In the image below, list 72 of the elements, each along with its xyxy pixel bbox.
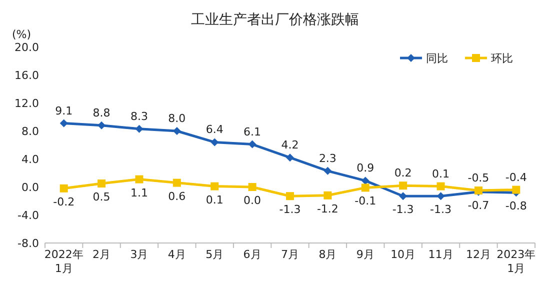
x-tick-label: 10月 <box>390 248 416 261</box>
point <box>361 184 370 192</box>
y-tick-label: -8.0 <box>18 237 39 250</box>
data-label: 0.5 <box>92 190 110 204</box>
point <box>210 182 219 190</box>
data-label: -0.2 <box>53 195 75 208</box>
data-label: 0.1 <box>432 167 450 180</box>
point <box>436 192 445 200</box>
x-tick-label: 4月 <box>168 248 186 261</box>
point <box>98 121 106 130</box>
data-label: 6.1 <box>244 125 262 138</box>
point <box>172 178 181 187</box>
data-label: 1.1 <box>130 186 148 200</box>
data-label: -0.1 <box>354 194 376 208</box>
data-label: 9.1 <box>55 104 73 118</box>
data-label: 6.4 <box>206 123 224 136</box>
point <box>135 124 144 133</box>
data-label: -1.3 <box>392 203 414 216</box>
point <box>286 192 294 200</box>
data-label: 4.2 <box>281 138 299 152</box>
point <box>286 154 294 162</box>
data-label: 8.8 <box>92 106 110 120</box>
data-label: -0.8 <box>505 200 527 213</box>
point <box>399 182 408 190</box>
x-tick-label: 6月 <box>243 248 262 261</box>
legend-label: 同比 <box>426 52 448 65</box>
y-tick-label: 12.0 <box>14 97 39 110</box>
legend-label: 环比 <box>491 52 513 65</box>
x-tick-label: 7月 <box>281 248 299 261</box>
x-tick-label: 2月 <box>92 248 111 261</box>
x-tick-label: 8月 <box>318 248 337 261</box>
point <box>361 176 370 185</box>
data-label: 0.9 <box>356 162 374 175</box>
point <box>324 191 332 200</box>
data-label: -1.2 <box>316 202 338 216</box>
x-tick-label: 11月 <box>428 248 454 261</box>
point <box>60 184 68 192</box>
x-tick-label: 12月 <box>466 248 491 261</box>
y-tick-label: 20.0 <box>14 41 39 54</box>
data-label: 0.6 <box>168 190 186 203</box>
y-tick-label: 8.0 <box>22 125 39 138</box>
point <box>210 138 219 146</box>
point <box>135 175 144 184</box>
x-tick-label: 5月 <box>206 248 224 261</box>
data-label: -0.4 <box>505 170 527 184</box>
y-axis-title: (%) <box>12 28 32 41</box>
point <box>248 140 256 148</box>
data-label: 0.1 <box>206 193 224 206</box>
point <box>512 186 520 194</box>
data-label: 8.0 <box>168 112 186 125</box>
data-label: 0.2 <box>394 166 412 180</box>
x-tick-label: 2022年 1月 <box>44 248 84 275</box>
chart-title: 工业生产者出厂价格涨跌幅 <box>191 12 359 28</box>
y-tick-label: 0.0 <box>22 181 39 194</box>
y-tick-label: -4.0 <box>18 209 39 222</box>
point <box>324 166 332 175</box>
data-label: 2.3 <box>318 152 336 165</box>
point <box>98 180 106 188</box>
y-tick-label: 16.0 <box>14 69 39 82</box>
x-tick-label: 2023年 1月 <box>496 248 536 275</box>
data-label: -0.7 <box>468 198 490 212</box>
x-tick-label: 3月 <box>130 248 148 261</box>
y-tick-label: 4.0 <box>22 153 39 166</box>
x-tick-label: 9月 <box>356 248 374 261</box>
point <box>248 183 256 191</box>
data-label: -1.3 <box>430 203 452 216</box>
data-label: -1.3 <box>279 203 301 216</box>
point <box>436 182 445 190</box>
data-label: 8.3 <box>130 110 148 123</box>
point <box>60 119 68 128</box>
data-label: 0.0 <box>244 194 262 207</box>
data-label: -0.5 <box>468 172 490 184</box>
